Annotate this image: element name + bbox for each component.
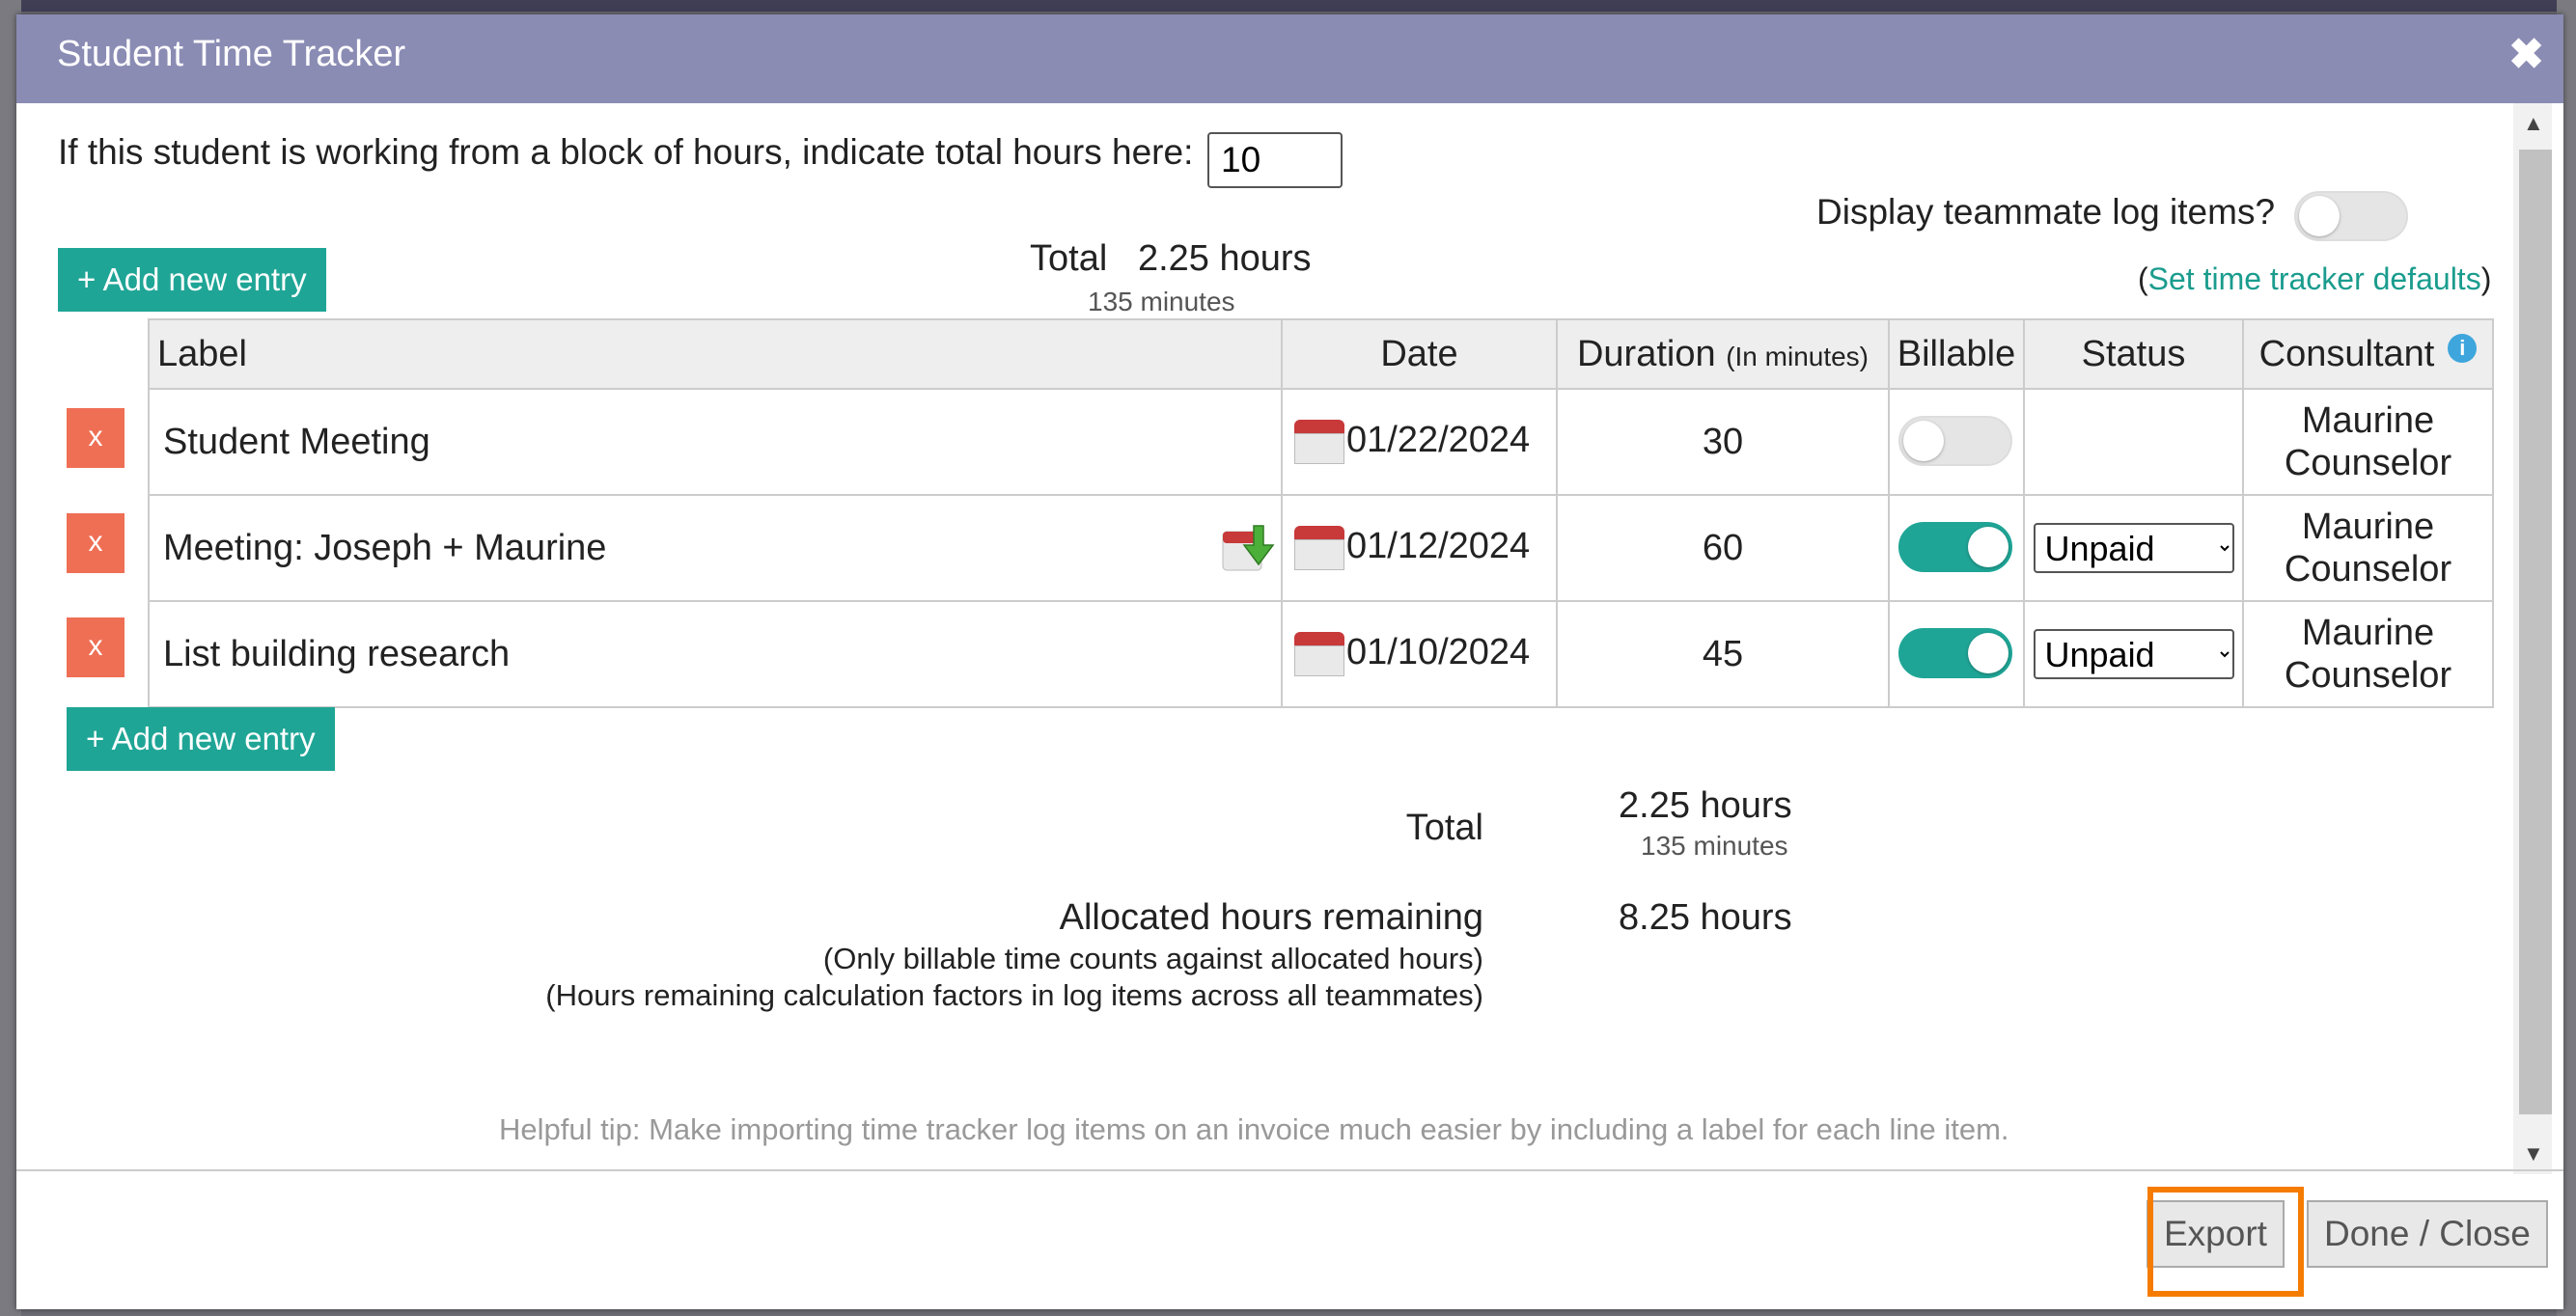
paren-open: (: [2138, 261, 2148, 296]
billable-note: (Only billable time counts against alloc…: [822, 942, 1483, 975]
table-header-row: Label Date Duration (In minutes) Billabl…: [148, 318, 2494, 390]
entry-status-cell: [2023, 388, 2244, 496]
export-button[interactable]: Export: [2147, 1200, 2285, 1268]
billable-toggle[interactable]: [1898, 416, 2012, 466]
header-duration-sub: (In minutes): [1726, 341, 1870, 371]
entry-date-cell: 01/10/2024: [1281, 600, 1558, 708]
calendar-icon[interactable]: [1294, 420, 1344, 464]
entry-billable-cell: [1888, 494, 2025, 602]
download-calendar-icon[interactable]: [1219, 520, 1275, 576]
header-consultant-text: Consultant: [2258, 333, 2435, 374]
time-log-table: Label Date Duration (In minutes) Billabl…: [148, 318, 2494, 708]
dialog-titlebar: Student Time Tracker ✖: [16, 14, 2563, 103]
top-total: Total 2.25 hours: [1030, 238, 1312, 280]
teammates-note: (Hours remaining calculation factors in …: [545, 978, 1483, 1012]
entry-billable-cell: [1888, 600, 2025, 708]
consultant-last-name: Counselor: [2284, 655, 2452, 696]
consultant-first-name: Maurine: [2301, 613, 2435, 653]
entry-date-cell: 01/22/2024: [1281, 388, 1558, 496]
header-duration-text: Duration: [1576, 333, 1716, 374]
done-close-button[interactable]: Done / Close: [2307, 1200, 2548, 1268]
consultant-first-name: Maurine: [2301, 507, 2435, 547]
summary-total-label: Total: [1405, 808, 1483, 848]
teammate-toggle-label: Display teammate log items?: [1816, 192, 2276, 232]
background-page-left: [0, 0, 21, 1316]
entry-consultant: Maurine Counselor: [2242, 600, 2494, 708]
scroll-down-icon[interactable]: ▼: [2523, 1141, 2544, 1165]
toggle-knob: [1903, 421, 1944, 461]
header-consultant: Consultant i: [2242, 318, 2494, 390]
entry-duration[interactable]: 60: [1556, 494, 1890, 602]
consultant-first-name: Maurine: [2301, 400, 2435, 441]
summary-total-hours: 2.25 hours: [1619, 785, 1792, 826]
info-icon[interactable]: i: [2448, 333, 2478, 363]
entry-status-cell: Unpaid: [2023, 494, 2244, 602]
entry-date-cell: 01/12/2024: [1281, 494, 1558, 602]
billable-toggle[interactable]: [1898, 522, 2012, 572]
content-scrollbar[interactable]: ▲ ▼: [2513, 103, 2552, 1174]
add-entry-button-top[interactable]: + Add new entry: [58, 248, 326, 312]
header-label: Label: [148, 318, 1283, 390]
delete-entry-button[interactable]: x: [67, 408, 125, 468]
status-select[interactable]: Unpaid: [2033, 523, 2234, 573]
top-total-hours: 2.25 hours: [1137, 238, 1312, 279]
entry-duration[interactable]: 45: [1556, 600, 1890, 708]
table-row: Student Meeting 01/22/2024 30 Maurine Co…: [148, 388, 2494, 496]
toggle-knob: [2299, 196, 2340, 236]
time-tracker-dialog: Student Time Tracker ✖ If this student i…: [16, 14, 2563, 1309]
entry-duration[interactable]: 30: [1556, 388, 1890, 496]
consultant-last-name: Counselor: [2284, 549, 2452, 589]
set-defaults-link[interactable]: Set time tracker defaults: [2147, 261, 2481, 296]
background-header: [0, 0, 2576, 12]
footer-divider: [16, 1169, 2563, 1171]
summary-total-minutes: 135 minutes: [1641, 831, 1788, 861]
add-entry-button-bottom[interactable]: + Add new entry: [67, 707, 335, 771]
toggle-knob: [1968, 633, 2008, 673]
table-row: List building research 01/10/2024 45 Unp…: [148, 600, 2494, 708]
top-total-label: Total: [1030, 238, 1108, 279]
calendar-icon[interactable]: [1294, 526, 1344, 570]
header-status: Status: [2023, 318, 2244, 390]
table-row: Meeting: Joseph + Maurine 01/12/2024 60: [148, 494, 2494, 602]
helpful-tip: Helpful tip: Make importing time tracker…: [499, 1112, 2009, 1146]
status-select[interactable]: Unpaid: [2033, 629, 2234, 679]
close-icon[interactable]: ✖: [2508, 31, 2544, 78]
scroll-up-icon[interactable]: ▲: [2523, 111, 2544, 135]
block-hours-input[interactable]: [1207, 132, 1343, 188]
remaining-label: Allocated hours remaining: [1059, 897, 1483, 938]
entry-status-cell: Unpaid: [2023, 600, 2244, 708]
teammate-toggle[interactable]: [2294, 191, 2408, 241]
dialog-content: If this student is working from a block …: [16, 103, 2516, 1174]
paren-close: ): [2480, 261, 2492, 296]
defaults-link-wrapper: (Set time tracker defaults): [2138, 261, 2491, 297]
header-billable: Billable: [1888, 318, 2025, 390]
entry-consultant: Maurine Counselor: [2242, 388, 2494, 496]
scrollbar-thumb[interactable]: [2519, 150, 2552, 1114]
header-date: Date: [1281, 318, 1558, 390]
dialog-title: Student Time Tracker: [57, 34, 406, 74]
remaining-hours: 8.25 hours: [1619, 897, 1792, 938]
entry-consultant: Maurine Counselor: [2242, 494, 2494, 602]
billable-toggle[interactable]: [1898, 628, 2012, 678]
entry-label[interactable]: Meeting: Joseph + Maurine: [163, 527, 607, 568]
entry-date[interactable]: 01/12/2024: [1346, 526, 1531, 567]
entry-label[interactable]: List building research: [148, 600, 1283, 708]
entry-date[interactable]: 01/22/2024: [1346, 420, 1531, 461]
delete-entry-button[interactable]: x: [67, 617, 125, 677]
consultant-last-name: Counselor: [2284, 443, 2452, 483]
top-total-minutes: 135 minutes: [1088, 287, 1235, 316]
block-hours-label: If this student is working from a block …: [58, 132, 1194, 172]
entry-date[interactable]: 01/10/2024: [1346, 632, 1531, 673]
entry-label[interactable]: Student Meeting: [148, 388, 1283, 496]
entry-label-cell: Meeting: Joseph + Maurine: [148, 494, 1283, 602]
toggle-knob: [1968, 527, 2008, 567]
header-duration: Duration (In minutes): [1556, 318, 1890, 390]
delete-entry-button[interactable]: x: [67, 513, 125, 573]
calendar-icon[interactable]: [1294, 632, 1344, 676]
entry-billable-cell: [1888, 388, 2025, 496]
